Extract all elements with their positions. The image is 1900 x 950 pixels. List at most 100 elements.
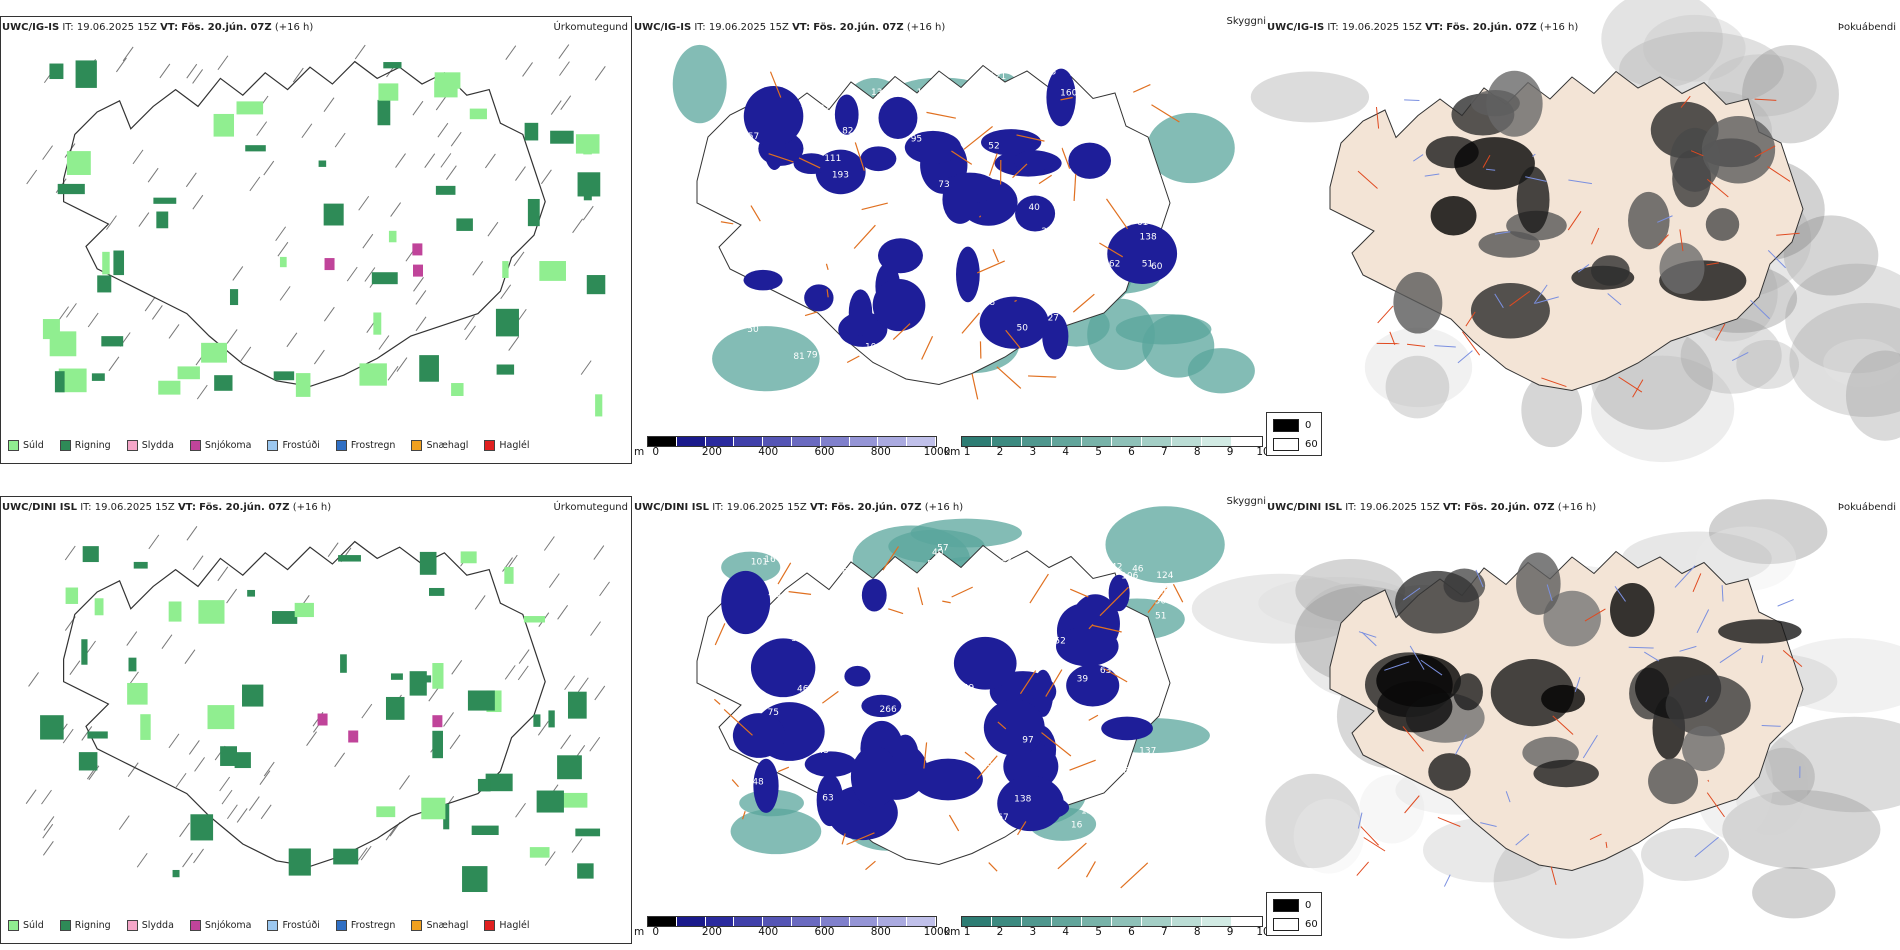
- road: [1088, 624, 1094, 630]
- road: [1761, 725, 1781, 727]
- road: [988, 862, 998, 872]
- road: [1151, 104, 1180, 123]
- road: [1099, 242, 1124, 258]
- road: [1413, 154, 1424, 162]
- tick-label: 600: [814, 446, 835, 458]
- ceiling-label: 638: [1102, 709, 1119, 719]
- colorbar-step: [734, 437, 764, 446]
- road: [1577, 264, 1590, 273]
- colorbar-step: [1172, 437, 1202, 446]
- fog-map: [1250, 0, 1900, 463]
- ceiling-label: 46: [797, 684, 809, 694]
- fog-shade: [1428, 753, 1471, 791]
- road: [1454, 734, 1467, 755]
- road: [1402, 587, 1421, 601]
- ceiling-label: 124: [812, 198, 829, 208]
- colorbar-step: [1232, 917, 1262, 926]
- ceiling-area: [815, 149, 866, 195]
- colorbar-step: [1052, 437, 1082, 446]
- road: [1696, 609, 1710, 634]
- road: [917, 587, 924, 606]
- ceiling-area: [1068, 142, 1112, 179]
- visibility-area: [1042, 304, 1110, 347]
- road: [976, 260, 1005, 274]
- ceiling-area: [1056, 603, 1108, 658]
- legend-swatch: [335, 440, 347, 451]
- legend-label: Súld: [23, 920, 44, 931]
- panel-name: Þokuábendi: [1837, 22, 1896, 33]
- fog-swatch-dark: [1273, 419, 1299, 432]
- road: [1103, 668, 1128, 683]
- fog-shade: [1533, 759, 1599, 788]
- ceiling-label: 64: [836, 704, 848, 714]
- road: [1360, 826, 1379, 846]
- road: [1591, 227, 1600, 245]
- road: [1618, 376, 1643, 393]
- road: [1072, 293, 1095, 313]
- road: [1776, 232, 1800, 236]
- ceiling-label: 60: [824, 251, 836, 261]
- fog-shade: [1640, 827, 1730, 881]
- road: [788, 591, 812, 595]
- fog-shade: [1376, 654, 1461, 708]
- road: [1658, 234, 1669, 246]
- fog-label-high: 60: [1305, 919, 1318, 930]
- ceiling-label: 111: [824, 154, 841, 164]
- ceiling-label: 105: [797, 855, 814, 865]
- fog-shade: [1453, 673, 1483, 711]
- road: [1434, 345, 1456, 348]
- fog-shade: [1652, 696, 1686, 760]
- ceiling-label: 106: [1121, 572, 1138, 582]
- road: [1767, 166, 1791, 182]
- ceiling-area: [861, 578, 887, 612]
- visibility-area: [981, 73, 1028, 157]
- ceiling-label: 62: [1109, 260, 1120, 270]
- road: [861, 202, 888, 211]
- ceiling-label: 51: [791, 634, 802, 644]
- fog-shade: [1454, 137, 1535, 190]
- road: [988, 153, 998, 176]
- legend-item-7: Haglél: [484, 440, 530, 451]
- road: [1357, 170, 1378, 189]
- road: [713, 698, 721, 705]
- ceiling-area: [1015, 195, 1056, 232]
- fog-shade: [1191, 573, 1368, 644]
- fog-shade: [1619, 31, 1784, 108]
- ceiling-area: [750, 638, 816, 698]
- road: [1568, 179, 1592, 185]
- road: [841, 833, 846, 845]
- ceiling-area: [1013, 150, 1054, 172]
- visibility-area: [1187, 348, 1255, 394]
- fog-shade: [1522, 162, 1678, 245]
- legend-item-7: Haglél: [484, 920, 530, 931]
- legend-item-3: Snjókoma: [189, 920, 251, 931]
- road: [1582, 735, 1598, 759]
- ceiling-label: 86: [989, 847, 1001, 857]
- road: [923, 742, 928, 769]
- ceiling-label: 48: [752, 777, 764, 787]
- road: [1361, 631, 1377, 647]
- legend-item-6: Snæhagl: [411, 920, 468, 931]
- visibility-colorbar: [961, 916, 1263, 927]
- road: [1546, 584, 1553, 602]
- row1-ceiling-panel: UWC/IG-IS IT: 19.06.2025 15Z VT: Fös. 20…: [634, 16, 1266, 36]
- visibility-area: [926, 315, 1020, 374]
- fog-shade: [1752, 747, 1815, 806]
- ceiling-area: [860, 720, 904, 777]
- fog-shade: [1707, 653, 1838, 710]
- ceiling-label: 61: [1137, 218, 1148, 228]
- colorbar-step: [1142, 917, 1172, 926]
- road: [963, 125, 993, 150]
- road: [1402, 726, 1424, 752]
- ceiling-area: [875, 262, 901, 310]
- road: [1777, 599, 1794, 607]
- fog-shade: [1430, 195, 1477, 236]
- ceiling-label: 24: [1031, 562, 1043, 572]
- ceiling-label: 19: [981, 762, 993, 772]
- tick-label: 600: [814, 926, 835, 938]
- road: [1092, 624, 1122, 633]
- ceiling-area: [1021, 795, 1070, 820]
- colorbar-step: [1142, 437, 1172, 446]
- fog-shade: [1486, 70, 1543, 137]
- road: [731, 779, 739, 788]
